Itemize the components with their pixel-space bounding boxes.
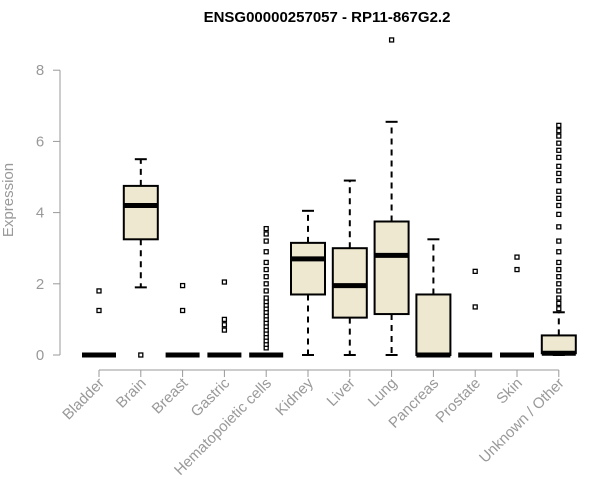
outlier-point bbox=[514, 266, 520, 273]
outlier-point bbox=[263, 295, 269, 301]
outlier-point bbox=[221, 322, 228, 328]
outlier-point bbox=[263, 288, 269, 294]
outlier-point bbox=[556, 259, 562, 266]
outlier-point bbox=[96, 307, 102, 314]
box-liver bbox=[331, 179, 368, 356]
outlier-point bbox=[556, 147, 562, 153]
outlier-point bbox=[263, 238, 269, 244]
outlier-point bbox=[556, 154, 562, 161]
outlier-point bbox=[556, 300, 562, 307]
outlier-point bbox=[556, 140, 562, 146]
outlier-point bbox=[138, 352, 144, 358]
outlier-point bbox=[556, 202, 562, 209]
outlier-point bbox=[556, 238, 562, 244]
box-skin bbox=[500, 254, 534, 358]
outlier-point bbox=[556, 170, 562, 177]
outlier-point bbox=[556, 249, 562, 255]
outlier-point bbox=[179, 307, 186, 314]
y-tick-label: 4 bbox=[36, 205, 44, 222]
outlier-point bbox=[472, 268, 478, 274]
x-tick-label: Brain bbox=[113, 375, 150, 412]
box-brain bbox=[122, 158, 159, 358]
outlier-point bbox=[556, 224, 562, 230]
y-axis: 0 2 4 6 8 bbox=[36, 62, 61, 364]
y-tick-label: 2 bbox=[36, 276, 44, 293]
box-hematopoietic-cells bbox=[249, 225, 284, 358]
outlier-point bbox=[263, 249, 269, 255]
box-iqr bbox=[122, 184, 159, 241]
y-axis-label: Expression bbox=[0, 163, 17, 237]
x-tick-label: Breast bbox=[149, 374, 192, 417]
y-tick-label: 6 bbox=[36, 133, 44, 150]
outlier-point bbox=[263, 231, 269, 237]
outlier-point bbox=[263, 259, 269, 266]
outlier-point bbox=[556, 274, 562, 280]
outlier-point bbox=[472, 304, 478, 310]
box-lung bbox=[373, 37, 410, 356]
x-tick-label: Prostate bbox=[432, 375, 484, 427]
outlier-point bbox=[556, 211, 562, 218]
outlier-point bbox=[514, 254, 520, 260]
box-iqr bbox=[290, 241, 326, 296]
outlier-point bbox=[263, 266, 269, 273]
outlier-point bbox=[556, 195, 562, 202]
chart-title: ENSG00000257057 - RP11-867G2.2 bbox=[204, 9, 451, 26]
outlier-point bbox=[263, 274, 269, 280]
outlier-point bbox=[556, 133, 562, 139]
outlier-point bbox=[263, 225, 269, 232]
box-gastric bbox=[207, 279, 242, 358]
y-tick-label: 0 bbox=[36, 347, 44, 364]
outlier-point bbox=[221, 327, 228, 333]
outlier-point bbox=[263, 281, 269, 287]
box-bladder bbox=[82, 288, 116, 358]
outlier-point bbox=[556, 163, 562, 169]
outlier-point bbox=[388, 37, 395, 43]
box-iqr bbox=[415, 293, 452, 357]
x-tick-label: Bladder bbox=[59, 375, 108, 424]
y-tick-label: 8 bbox=[36, 62, 44, 79]
outlier-point bbox=[556, 188, 562, 194]
outlier-point bbox=[221, 316, 228, 323]
box-pancreas bbox=[415, 238, 452, 358]
box-breast bbox=[165, 282, 200, 358]
outlier-point bbox=[556, 128, 562, 134]
x-tick-label: Kidney bbox=[272, 374, 317, 419]
box-iqr bbox=[373, 220, 410, 316]
outlier-point bbox=[556, 295, 562, 301]
plot-area bbox=[82, 37, 577, 358]
outlier-point bbox=[556, 306, 562, 312]
box-prostate bbox=[458, 268, 493, 358]
outlier-point bbox=[556, 281, 562, 287]
x-tick-label: Lung bbox=[365, 375, 401, 411]
box-kidney bbox=[290, 209, 326, 356]
box-iqr bbox=[540, 334, 577, 355]
outlier-point bbox=[556, 288, 562, 294]
outlier-point bbox=[96, 288, 102, 294]
box-iqr bbox=[331, 247, 368, 319]
outlier-point bbox=[179, 282, 186, 289]
outlier-point bbox=[556, 177, 562, 184]
outlier-point bbox=[556, 266, 562, 273]
outlier-point bbox=[221, 279, 228, 285]
box-unknown-other bbox=[540, 122, 577, 356]
x-tick-label: Skin bbox=[493, 375, 526, 408]
outlier-point bbox=[556, 122, 562, 129]
x-tick-label: Liver bbox=[324, 375, 359, 410]
